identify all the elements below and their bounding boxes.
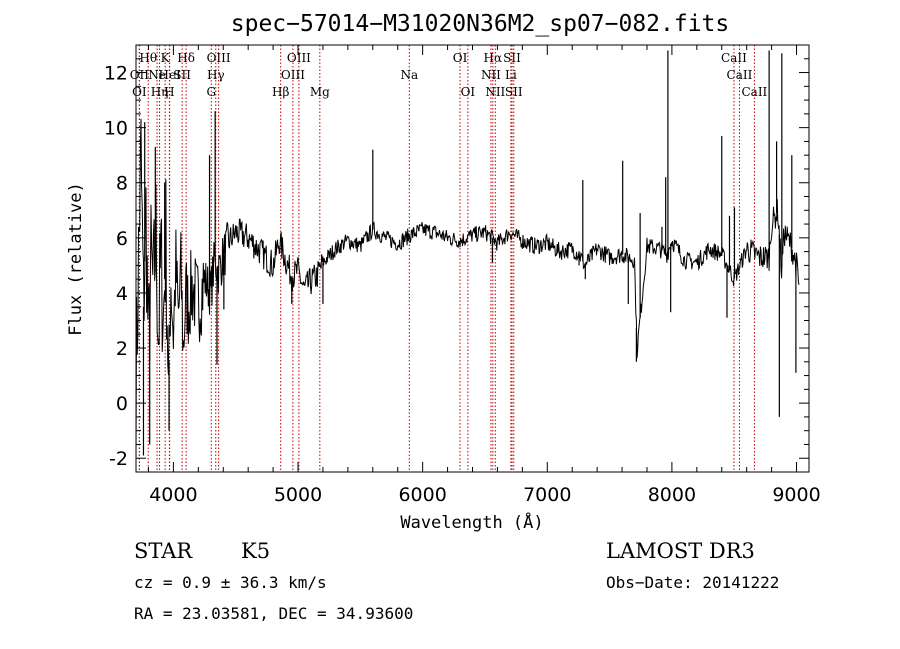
redshift-cz: cz = 0.9 ± 36.3 km/s (134, 573, 327, 592)
y-axis-label: Flux (relative) (66, 182, 86, 336)
y-tick-label: -2 (109, 448, 128, 470)
chart-title: spec−57014−M31020N36M2_sp07−082.fits (231, 11, 730, 37)
line-label: K (161, 51, 171, 65)
line-label: Hβ (272, 85, 289, 99)
object-class: STAR (134, 539, 193, 563)
axis-ticks: 4000 5000 6000 7000 8000 9000 -2 0 2 4 6 8 10 12 (104, 44, 821, 506)
line-label: Li (505, 68, 517, 82)
spectrum-series (135, 50, 800, 462)
line-label: SII (173, 68, 191, 82)
line-label: CaII (741, 85, 767, 99)
line-label: CaII (727, 68, 753, 82)
x-tick-label: 7000 (523, 484, 571, 506)
line-label: Hα (484, 51, 503, 65)
spectrum-line (135, 118, 800, 462)
survey-name: LAMOST DR3 (606, 539, 755, 563)
line-label: SII (503, 51, 521, 65)
line-label: NII (485, 85, 505, 99)
y-tick-label: 12 (104, 63, 128, 85)
line-label: SII (505, 85, 523, 99)
y-tick-label: 0 (116, 393, 128, 415)
line-label: OIII (287, 51, 311, 65)
line-label: H (164, 85, 174, 99)
y-tick-label: 2 (116, 338, 128, 360)
y-tick-label: 10 (104, 118, 128, 140)
line-label: CaII (721, 51, 747, 65)
line-label: OI (132, 85, 147, 99)
line-label: OIII (207, 51, 231, 65)
line-label: Mg (310, 85, 330, 99)
ra-dec-coordinates: RA = 23.03581, DEC = 34.93600 (134, 604, 413, 623)
line-label: OII (130, 68, 150, 82)
x-tick-label: 4000 (149, 484, 197, 506)
observation-date: Obs−Date: 20141222 (606, 573, 779, 592)
y-tick-label: 8 (116, 173, 128, 195)
line-label: Hδ (177, 51, 195, 65)
y-tick-label: 6 (116, 228, 128, 250)
x-tick-label: 8000 (648, 484, 696, 506)
line-label: G (206, 85, 216, 99)
line-label: Ne (148, 68, 166, 82)
x-tick-label: 5000 (274, 484, 322, 506)
line-label: OI (453, 51, 468, 65)
y-tick-label: 4 (116, 283, 128, 305)
line-label: OIII (281, 68, 305, 82)
line-label: Na (400, 68, 418, 82)
line-label: Hη (151, 85, 169, 99)
line-label: OI (461, 85, 476, 99)
line-label: HeI (158, 68, 181, 82)
plot-frame (135, 44, 810, 473)
line-label: Hγ (207, 68, 225, 82)
x-tick-label: 9000 (772, 484, 820, 506)
x-axis-label: Wavelength (Å) (400, 511, 543, 533)
line-label: NII (481, 68, 501, 82)
object-subclass: K5 (241, 539, 270, 563)
x-tick-label: 6000 (398, 484, 446, 506)
line-label: Hθ (139, 51, 157, 65)
